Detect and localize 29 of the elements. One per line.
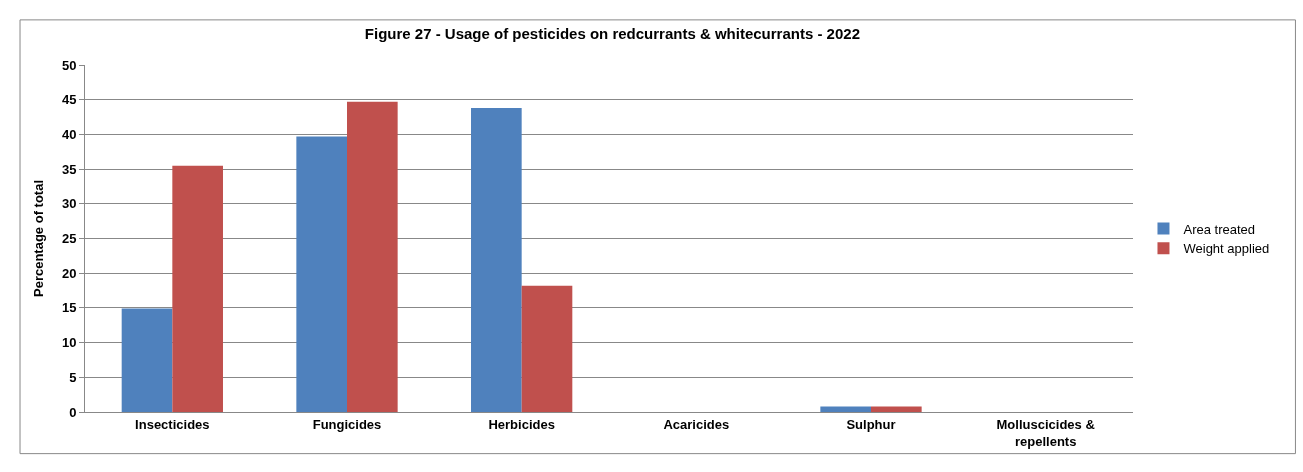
bar bbox=[121, 308, 173, 412]
bar bbox=[347, 101, 398, 412]
bar bbox=[820, 406, 871, 412]
legend-label: Weight applied bbox=[1183, 241, 1270, 257]
y-tick-label: 50 bbox=[61, 57, 77, 73]
x-tick-label: Fungicides bbox=[312, 416, 382, 432]
x-tick-label: Molluscicides & repellents bbox=[996, 416, 1095, 449]
y-tick-label: 45 bbox=[61, 92, 77, 108]
x-tick-label: Sulphur bbox=[846, 416, 896, 432]
bar bbox=[296, 136, 347, 412]
bar bbox=[172, 165, 223, 412]
y-tick-label: 15 bbox=[61, 300, 77, 316]
x-tick-label: Insecticides bbox=[135, 416, 210, 432]
bar bbox=[471, 108, 522, 412]
x-tick-label: Acaricides bbox=[663, 416, 730, 432]
y-tick-label: 10 bbox=[61, 335, 77, 351]
y-tick-label: 0 bbox=[69, 404, 77, 420]
y-tick-label: 5 bbox=[69, 369, 77, 385]
chart-title: Figure 27 - Usage of pesticides on redcurrants & whitecurrants - 2022 bbox=[364, 24, 860, 42]
y-tick-label: 25 bbox=[61, 231, 77, 247]
y-tick-label: 30 bbox=[61, 196, 77, 212]
y-tick-label: 40 bbox=[61, 126, 77, 142]
y-tick-label: 35 bbox=[61, 161, 77, 177]
y-tick-label: 20 bbox=[61, 265, 77, 281]
x-tick-label: Herbicides bbox=[488, 416, 555, 432]
legend-label: Area treated bbox=[1183, 221, 1256, 237]
y-axis-title: Percentage of total bbox=[30, 179, 46, 298]
bar bbox=[521, 285, 573, 412]
bar bbox=[871, 406, 922, 412]
